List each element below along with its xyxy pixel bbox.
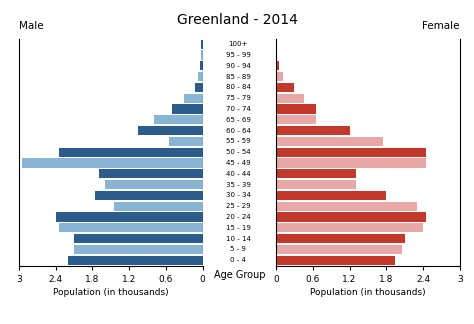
Text: Male: Male	[19, 21, 44, 31]
Bar	[22, 158, 202, 168]
Bar	[95, 191, 202, 200]
Bar	[138, 126, 202, 135]
X-axis label: Age Group: Age Group	[214, 270, 265, 280]
Bar	[276, 169, 356, 179]
Bar	[99, 169, 202, 179]
Bar	[276, 148, 426, 157]
Bar	[276, 245, 401, 254]
Bar	[198, 72, 202, 81]
Bar	[276, 158, 426, 168]
Bar	[276, 256, 395, 265]
Bar	[172, 105, 202, 114]
Bar	[201, 51, 202, 60]
Bar	[68, 256, 202, 265]
Bar	[114, 202, 202, 211]
X-axis label: Population (in thousands): Population (in thousands)	[310, 288, 426, 297]
Bar	[276, 40, 277, 49]
Bar	[276, 191, 386, 200]
Bar	[105, 180, 202, 189]
Bar	[74, 245, 202, 254]
Bar	[74, 234, 202, 243]
Bar	[154, 115, 202, 124]
Text: Female: Female	[422, 21, 460, 31]
Bar	[195, 83, 202, 92]
Bar	[276, 202, 417, 211]
Bar	[276, 72, 283, 81]
Bar	[276, 61, 279, 71]
Bar	[201, 40, 202, 49]
Bar	[56, 213, 202, 222]
Bar	[276, 126, 349, 135]
Bar	[276, 180, 356, 189]
Bar	[169, 137, 202, 146]
Bar	[276, 51, 277, 60]
Bar	[276, 105, 316, 114]
Bar	[276, 83, 294, 92]
Bar	[276, 234, 405, 243]
Bar	[59, 148, 202, 157]
Bar	[184, 94, 202, 103]
Bar	[276, 213, 426, 222]
Bar	[276, 115, 316, 124]
X-axis label: Population (in thousands): Population (in thousands)	[53, 288, 169, 297]
Bar	[276, 223, 423, 233]
Bar	[59, 223, 202, 233]
Text: Greenland - 2014: Greenland - 2014	[176, 13, 298, 27]
Bar	[276, 137, 383, 146]
Bar	[276, 94, 304, 103]
Bar	[200, 61, 202, 71]
